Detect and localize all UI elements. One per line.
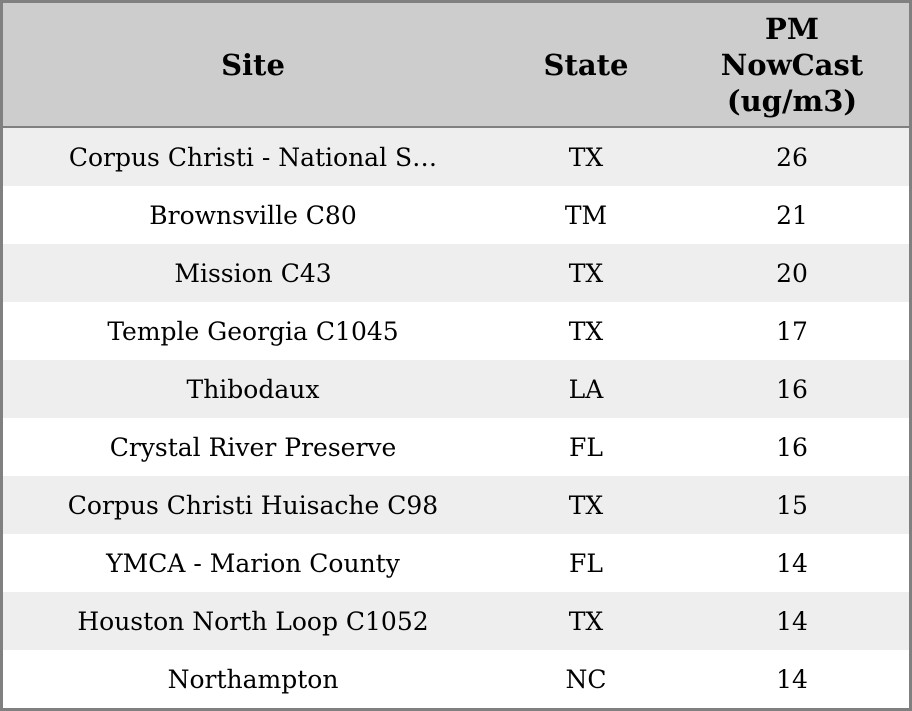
state-cell: TX [503,302,669,360]
site-cell: Thibodaux [3,360,503,418]
site-cell: YMCA - Marion County [3,534,503,592]
site-cell: Crystal River Preserve [3,418,503,476]
pm-nowcast-cell: 20 [669,244,909,302]
site-cell: Mission C43 [3,244,503,302]
table-header-row: Site State PM NowCast (ug/m3) [3,3,909,128]
table-row[interactable]: Mission C43 TX 20 [3,244,909,302]
state-cell: TM [503,186,669,244]
table-row[interactable]: Corpus Christi - National S… TX 26 [3,127,909,186]
pm-nowcast-cell: 26 [669,127,909,186]
pm-nowcast-cell: 15 [669,476,909,534]
air-quality-table: Site State PM NowCast (ug/m3) Corpus Chr… [3,3,909,708]
table-row[interactable]: Houston North Loop C1052 TX 14 [3,592,909,650]
site-cell: Northampton [3,650,503,708]
column-header-site[interactable]: Site [3,3,503,128]
table-body: Corpus Christi - National S… TX 26 Brownsvi… [3,127,909,708]
state-cell: TX [503,244,669,302]
site-cell: Houston North Loop C1052 [3,592,503,650]
site-cell: Corpus Christi Huisache C98 [3,476,503,534]
state-cell: TX [503,592,669,650]
table-row[interactable]: Crystal River Preserve FL 16 [3,418,909,476]
table-row[interactable]: Corpus Christi Huisache C98 TX 15 [3,476,909,534]
state-cell: TX [503,476,669,534]
pm-nowcast-cell: 16 [669,360,909,418]
column-header-pm-nowcast[interactable]: PM NowCast (ug/m3) [669,3,909,128]
column-header-state[interactable]: State [503,3,669,128]
table-row[interactable]: Northampton NC 14 [3,650,909,708]
state-cell: FL [503,534,669,592]
pm-nowcast-cell: 14 [669,534,909,592]
pm-nowcast-cell: 14 [669,592,909,650]
pm-nowcast-cell: 16 [669,418,909,476]
state-cell: NC [503,650,669,708]
table-row[interactable]: Temple Georgia C1045 TX 17 [3,302,909,360]
table-row[interactable]: YMCA - Marion County FL 14 [3,534,909,592]
site-cell: Corpus Christi - National S… [3,127,503,186]
pm-nowcast-cell: 17 [669,302,909,360]
pm-nowcast-cell: 14 [669,650,909,708]
state-cell: FL [503,418,669,476]
site-cell: Temple Georgia C1045 [3,302,503,360]
pm-nowcast-cell: 21 [669,186,909,244]
site-cell: Brownsville C80 [3,186,503,244]
state-cell: LA [503,360,669,418]
table-row[interactable]: Brownsville C80 TM 21 [3,186,909,244]
table-row[interactable]: Thibodaux LA 16 [3,360,909,418]
state-cell: TX [503,127,669,186]
